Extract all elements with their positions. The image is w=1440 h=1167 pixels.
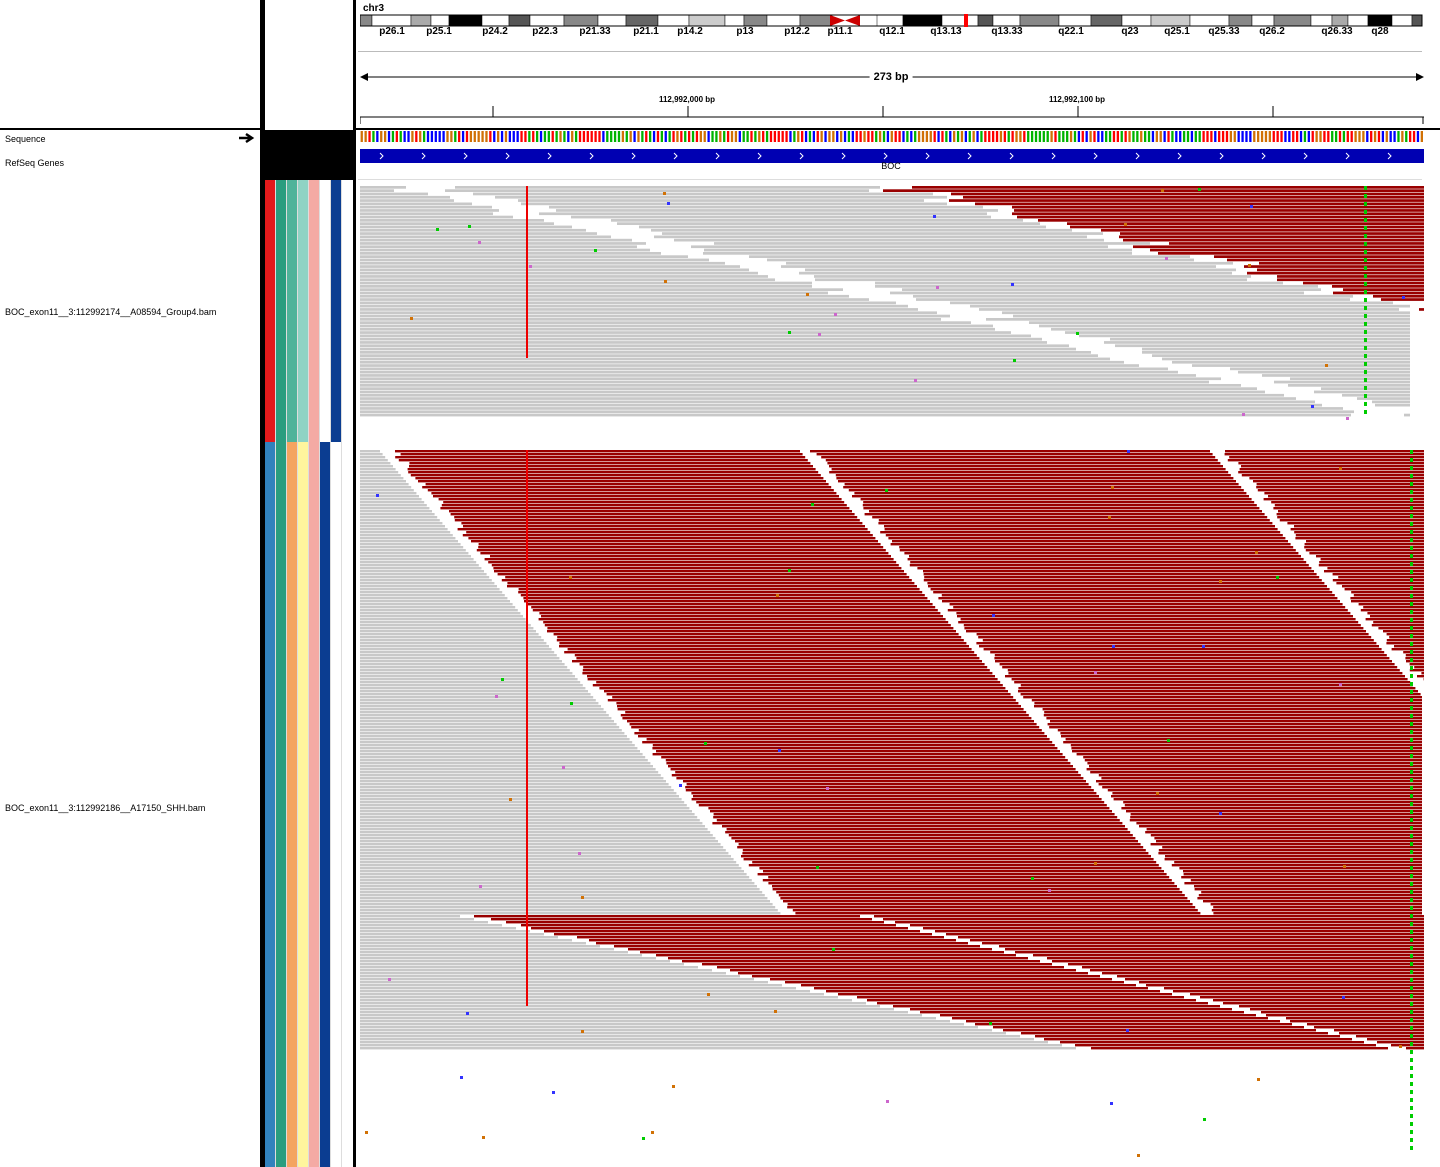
cytoband-label: p24.2 xyxy=(482,26,508,37)
panel-divider-left[interactable] xyxy=(260,0,265,1167)
refseq-track-name[interactable]: RefSeq Genes xyxy=(5,158,65,168)
cytoband-label: q25.33 xyxy=(1208,26,1240,37)
data-panel: chr3 p26.1 p25.1 p24.2 p22.3 p21.33 p21.1 p14.… xyxy=(356,0,1440,1167)
attribute-cell[interactable] xyxy=(287,442,298,1167)
attribute-cell[interactable] xyxy=(298,442,309,1167)
attribute-panel xyxy=(260,0,356,1167)
attribute-cell[interactable] xyxy=(309,180,320,442)
bam2-track-name[interactable]: BOC_exon11__3:112992186__A17150_SHH.bam xyxy=(5,803,206,813)
cytoband-label: p11.1 xyxy=(827,26,853,37)
ruler-tick-label-2: 112,992,100 bp xyxy=(1048,95,1106,104)
cytoband-label: q26.33 xyxy=(1321,26,1353,37)
chromosome-label[interactable]: chr3 xyxy=(363,3,385,14)
ruler-span-label: 273 bp xyxy=(869,71,913,83)
cytoband-label: p14.2 xyxy=(677,26,703,37)
sequence-track-name[interactable]: Sequence xyxy=(5,134,46,144)
cytoband-label: q28 xyxy=(1371,26,1389,37)
cytoband-label: q13.33 xyxy=(991,26,1023,37)
track-name-panel: Sequence RefSeq Genes BOC_exon11__3:1129… xyxy=(0,0,260,1167)
attribute-cell[interactable] xyxy=(331,180,342,442)
cytoband-label: q12.1 xyxy=(879,26,905,37)
ruler-axis[interactable] xyxy=(360,104,1424,126)
bam1-track-name[interactable]: BOC_exon11__3:112992174__A08594_Group4.b… xyxy=(5,307,217,317)
refseq-gene-feature[interactable] xyxy=(360,149,1424,163)
cytoband-label: p25.1 xyxy=(426,26,452,37)
cytoband-label: p12.2 xyxy=(784,26,810,37)
strand-arrow-icon[interactable] xyxy=(238,132,256,144)
cytoband-label: p21.33 xyxy=(579,26,611,37)
attribute-cell[interactable] xyxy=(265,442,276,1167)
cytoband-label: q26.2 xyxy=(1259,26,1285,37)
attribute-cell[interactable] xyxy=(320,442,331,1167)
chromosome-ideogram[interactable] xyxy=(360,14,1424,28)
bam2-alignment-track[interactable] xyxy=(360,450,1424,1167)
attribute-cell[interactable] xyxy=(287,180,298,442)
ideogram-divider xyxy=(358,51,1422,52)
cytoband-label: p13 xyxy=(736,26,754,37)
cytoband-label: p22.3 xyxy=(532,26,558,37)
attribute-cell[interactable] xyxy=(309,442,320,1167)
ruler-tick-label-1: 112,992,000 bp xyxy=(658,95,716,104)
attribute-cell[interactable] xyxy=(331,442,342,1167)
cytoband-label: q25.1 xyxy=(1164,26,1190,37)
sequence-track[interactable] xyxy=(360,131,1424,143)
attribute-cell[interactable] xyxy=(320,180,331,442)
attribute-cell[interactable] xyxy=(276,180,287,442)
attribute-cell[interactable] xyxy=(265,180,276,442)
cytoband-label: q23 xyxy=(1121,26,1139,37)
panel-divider-right[interactable] xyxy=(353,0,358,1167)
cytoband-label: p26.1 xyxy=(379,26,405,37)
attribute-cell[interactable] xyxy=(298,180,309,442)
cytoband-label: p21.1 xyxy=(633,26,659,37)
bam1-alignment-track[interactable] xyxy=(360,186,1424,441)
gene-label[interactable]: BOC xyxy=(881,161,901,171)
track-divider xyxy=(358,179,1422,180)
attribute-header-block xyxy=(260,130,356,180)
cytoband-label: q22.1 xyxy=(1058,26,1084,37)
cytoband-label: q13.13 xyxy=(930,26,962,37)
attribute-cell[interactable] xyxy=(276,442,287,1167)
